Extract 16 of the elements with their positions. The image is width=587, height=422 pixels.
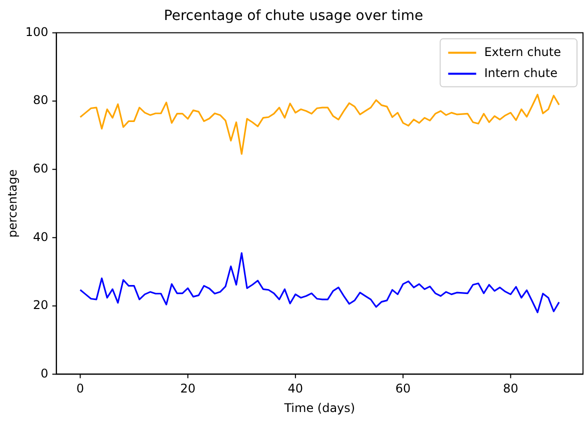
x-tick-label: 0 bbox=[76, 382, 84, 396]
x-tick-label: 40 bbox=[288, 382, 304, 396]
y-tick-label: 80 bbox=[33, 93, 48, 108]
legend-label: Intern chute bbox=[484, 66, 558, 80]
x-tick-label: 80 bbox=[503, 382, 518, 396]
chart-title: Percentage of chute usage over time bbox=[164, 8, 424, 24]
y-tick-label: 100 bbox=[25, 24, 48, 39]
x-axis-title: Time (days) bbox=[283, 400, 356, 415]
x-tick-label: 20 bbox=[180, 382, 196, 396]
legend-label: Extern chute bbox=[484, 44, 561, 59]
x-tick-label: 60 bbox=[395, 382, 411, 396]
y-tick-label: 60 bbox=[33, 161, 48, 176]
y-tick-label: 20 bbox=[33, 298, 48, 312]
y-tick-label: 0 bbox=[40, 366, 48, 380]
y-axis-title: percentage bbox=[5, 169, 20, 238]
y-tick-label: 40 bbox=[33, 230, 48, 244]
